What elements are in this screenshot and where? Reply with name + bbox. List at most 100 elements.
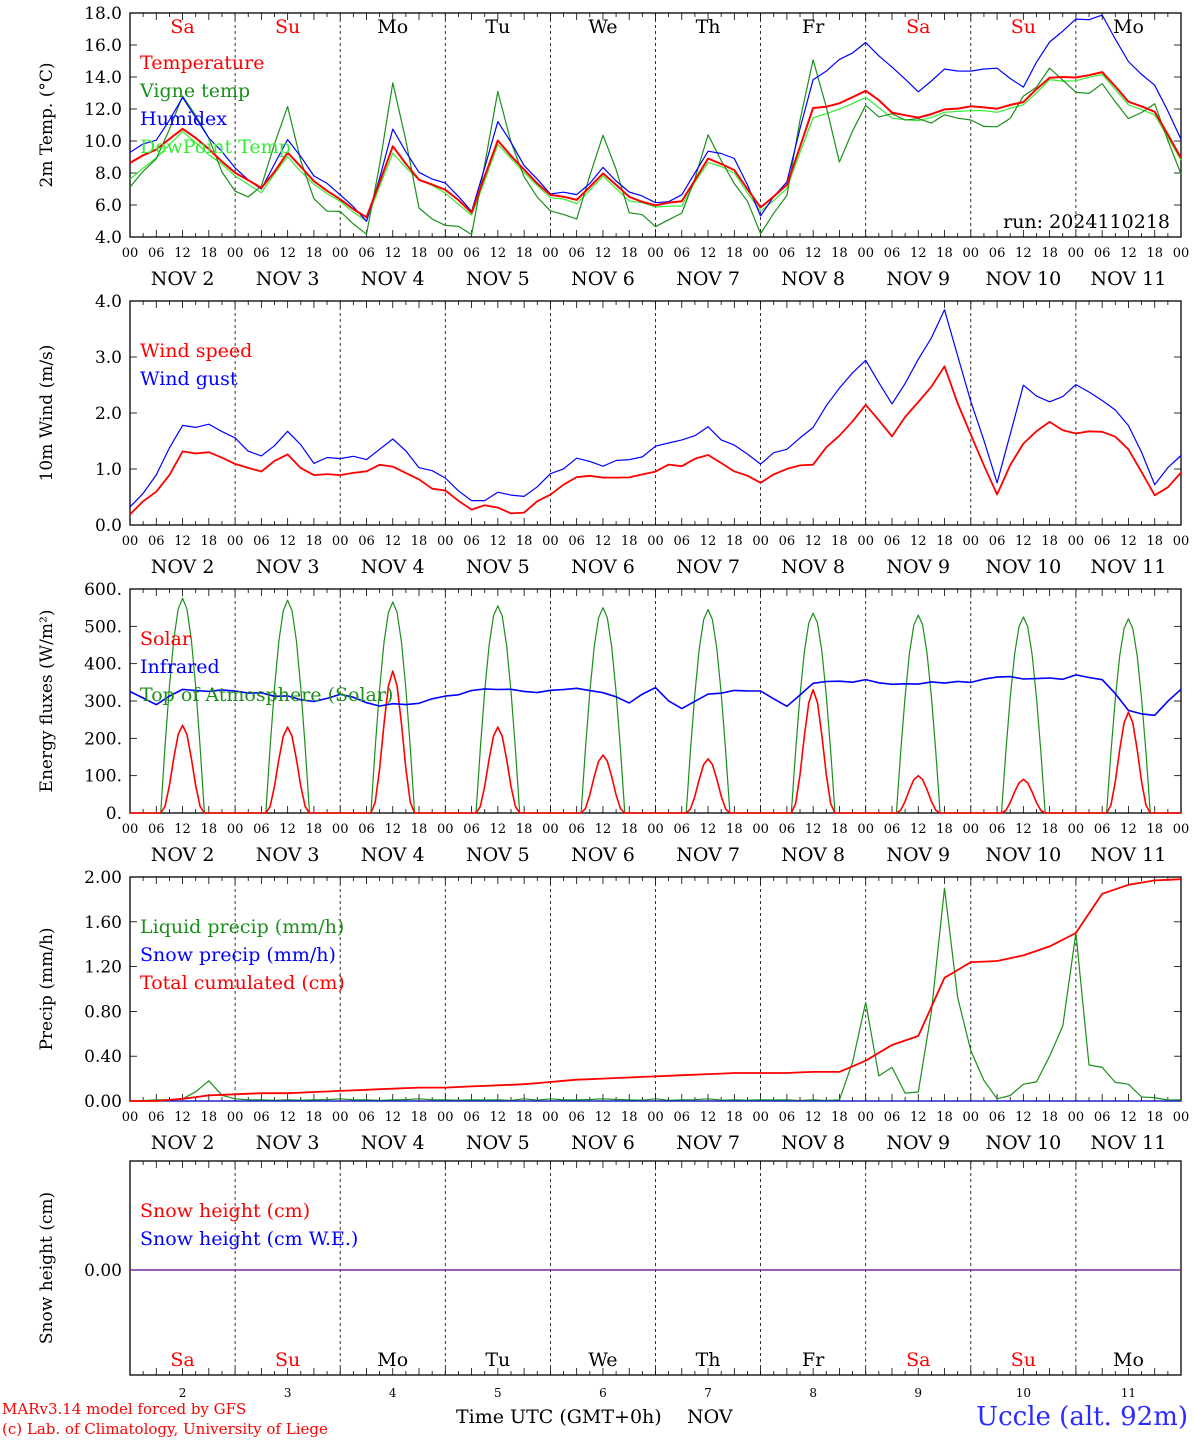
- hour-label: 06: [253, 534, 270, 549]
- y-tick-label: 6.0: [95, 196, 122, 216]
- hour-label: 06: [989, 246, 1006, 261]
- date-label: NOV 2: [151, 268, 215, 290]
- hour-label: 12: [279, 246, 296, 261]
- legend-entry: Snow height (cm W.E.): [140, 1228, 358, 1250]
- y-tick-label: 1.20: [84, 958, 122, 978]
- hour-label: 12: [1015, 822, 1032, 837]
- hour-label: 00: [542, 534, 559, 549]
- date-label: NOV 5: [466, 844, 530, 866]
- day-number-label: 11: [1121, 1386, 1136, 1400]
- hour-label: 18: [411, 246, 428, 261]
- panel-1: 4.0 6.0 8.0 10.0 12.0 14.0 16.0 18.0 2m Temp. (°…: [37, 4, 1182, 248]
- y-axis-label: Snow height (cm): [37, 1192, 57, 1344]
- hour-label: 06: [1094, 1110, 1111, 1125]
- y-tick-label: 200.: [84, 729, 122, 749]
- hour-label: 00: [437, 1110, 454, 1125]
- hour-label: 06: [358, 246, 375, 261]
- date-label: NOV 9: [886, 844, 950, 866]
- weekday-label: Fr: [802, 1349, 825, 1371]
- hour-label: 06: [989, 534, 1006, 549]
- legend-entry: Top of Atmosphere (Solar): [140, 684, 393, 706]
- hour-label: 00: [752, 1110, 769, 1125]
- hour-label: 18: [1041, 1110, 1058, 1125]
- hour-label: 00: [857, 822, 874, 837]
- hour-label: 12: [700, 822, 717, 837]
- hour-label: 12: [1120, 1110, 1137, 1125]
- plot-frame: [129, 12, 1182, 238]
- date-label: NOV 9: [886, 556, 950, 578]
- hour-label: 12: [279, 534, 296, 549]
- hour-label: 12: [174, 246, 191, 261]
- date-label: NOV 4: [361, 268, 425, 290]
- hour-label: 00: [122, 1110, 139, 1125]
- plot-frame: [129, 300, 1182, 526]
- hour-label: 06: [779, 534, 796, 549]
- y-axis-label: Energy fluxes (W/m²): [37, 610, 57, 793]
- hour-label: 18: [411, 534, 428, 549]
- hour-label: 18: [726, 534, 743, 549]
- hour-label: 00: [1173, 822, 1190, 837]
- hour-label: 12: [490, 1110, 507, 1125]
- hour-label: 18: [621, 246, 638, 261]
- y-tick-label: 300.: [84, 692, 122, 712]
- date-label: NOV 8: [781, 1132, 845, 1154]
- weekday-label: Th: [696, 1349, 721, 1371]
- date-label: NOV 7: [676, 556, 740, 578]
- hour-label: 12: [1015, 246, 1032, 261]
- legend-entry: Humidex: [140, 108, 227, 130]
- date-label: NOV 10: [985, 268, 1061, 290]
- hour-label: 00: [437, 246, 454, 261]
- hour-label: 18: [306, 534, 323, 549]
- hour-label: 12: [595, 1110, 612, 1125]
- hour-label: 06: [358, 822, 375, 837]
- hour-label: 12: [1120, 534, 1137, 549]
- legend-entry: Wind speed: [140, 340, 252, 362]
- hour-label: 18: [1041, 246, 1058, 261]
- hour-label: 06: [148, 822, 165, 837]
- hour-label: 12: [1015, 534, 1032, 549]
- hour-label: 12: [174, 1110, 191, 1125]
- hour-label: 06: [568, 822, 585, 837]
- hour-label: 00: [857, 246, 874, 261]
- hour-label: 12: [174, 534, 191, 549]
- hour-label: 06: [1094, 534, 1111, 549]
- date-label: NOV 3: [256, 268, 320, 290]
- hour-label: 12: [595, 822, 612, 837]
- day-number-label: 8: [809, 1386, 817, 1400]
- day-number-label: 9: [914, 1386, 922, 1400]
- hour-label: 06: [358, 534, 375, 549]
- hour-label: 06: [674, 822, 691, 837]
- weekday-label: Mo: [377, 16, 408, 38]
- hour-label: 18: [831, 246, 848, 261]
- hour-label: 18: [516, 822, 533, 837]
- series-liquid-precip: [129, 887, 1182, 1102]
- y-tick-label: 600.: [84, 580, 122, 600]
- series-infrared: [129, 674, 1182, 717]
- date-label: NOV 6: [571, 844, 635, 866]
- date-label: NOV 2: [151, 556, 215, 578]
- model-credit: MARv3.14 model forced by GFS: [2, 1400, 247, 1418]
- hour-label: 18: [201, 246, 218, 261]
- hour-label: 00: [1068, 822, 1085, 837]
- y-tick-label: 400.: [84, 655, 122, 675]
- date-label: NOV 3: [256, 556, 320, 578]
- legend-entry: Snow precip (mm/h): [140, 944, 336, 966]
- hour-label: 06: [674, 534, 691, 549]
- hour-label: 06: [463, 246, 480, 261]
- y-tick-label: 0.0: [95, 516, 122, 536]
- legend-entry: Total cumulated (cm): [140, 972, 345, 994]
- hour-label: 00: [437, 534, 454, 549]
- y-axis-label: 2m Temp. (°C): [37, 62, 57, 187]
- hour-label: 06: [884, 1110, 901, 1125]
- hour-label: 00: [752, 822, 769, 837]
- date-label: NOV 11: [1091, 556, 1167, 578]
- hour-label: 00: [752, 246, 769, 261]
- hour-label: 00: [227, 822, 244, 837]
- day-number-label: 6: [599, 1386, 607, 1400]
- hour-label: 18: [831, 822, 848, 837]
- hour-label: 18: [411, 1110, 428, 1125]
- y-tick-label: 10.0: [84, 132, 122, 152]
- y-tick-label: 0.00: [84, 1092, 122, 1112]
- hour-label: 12: [384, 822, 401, 837]
- weekday-label: Su: [275, 1349, 300, 1371]
